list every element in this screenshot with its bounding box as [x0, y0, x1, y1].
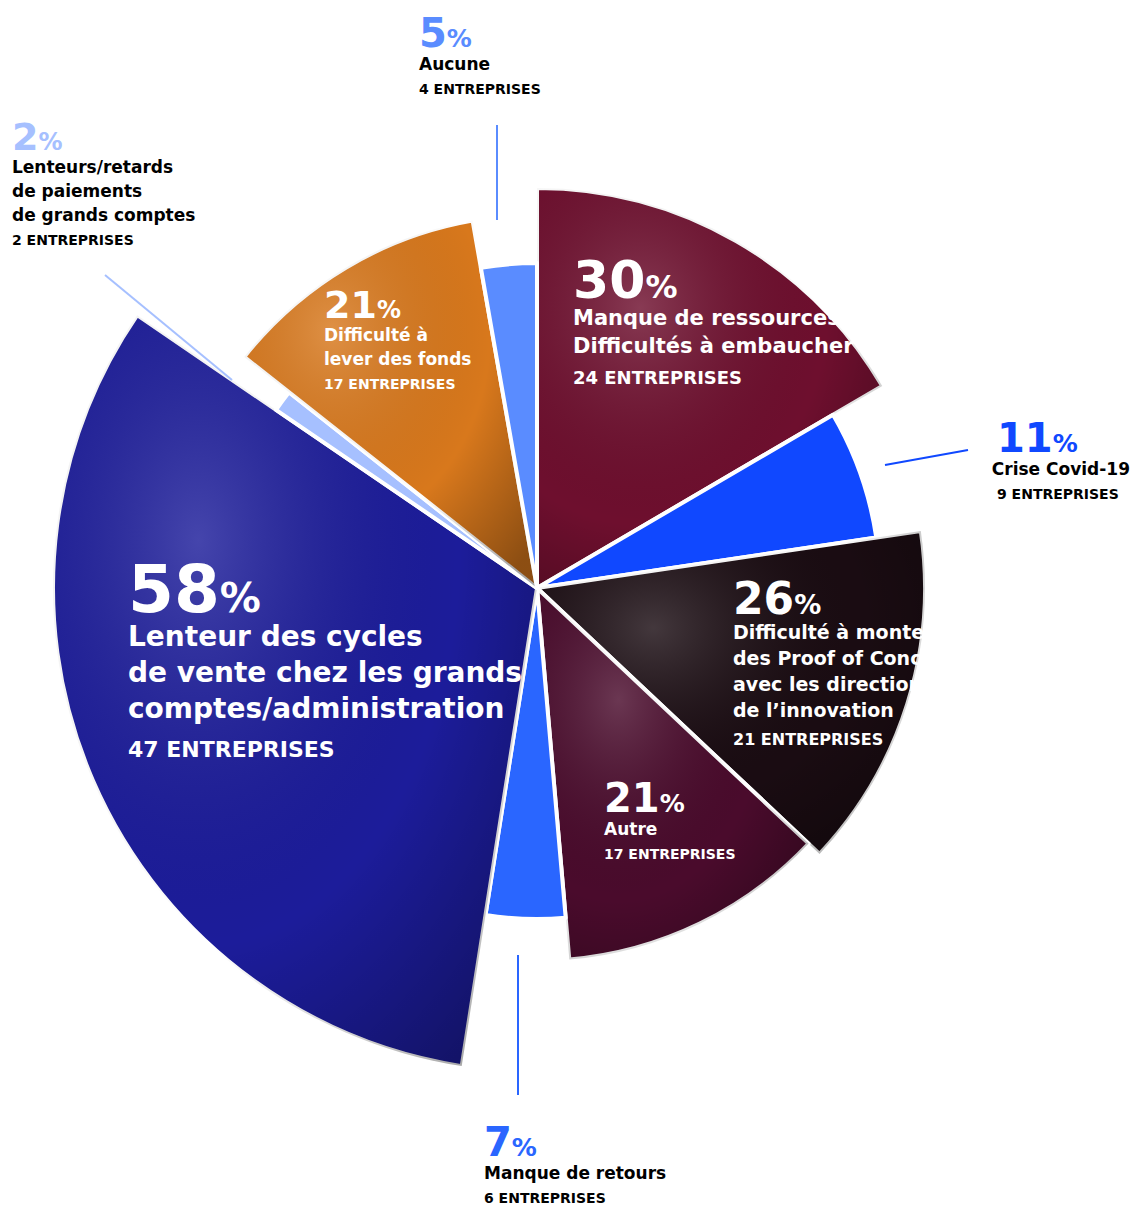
slice-shading	[537, 588, 809, 960]
count-label: 21 ENTREPRISES	[733, 730, 883, 749]
value-label: 21%	[324, 283, 401, 327]
chart: 30%Manque de ressourcesDifficultés à emb…	[0, 0, 1134, 1209]
category-label: Crise Covid-19	[992, 459, 1130, 479]
value-label: 21%	[604, 775, 685, 821]
slice	[537, 588, 809, 960]
category-label: Manque de ressourcesDifficultés à embauc…	[573, 306, 854, 358]
slice	[537, 188, 882, 588]
slice-shading	[537, 188, 882, 588]
value-label: 5%	[419, 10, 472, 56]
category-label: Difficulté àlever des fonds	[324, 325, 471, 369]
count-label: 4 ENTREPRISES	[419, 81, 541, 97]
category-label: Difficulté à monterdes Proof of Concepta…	[733, 621, 957, 721]
count-label: 24 ENTREPRISES	[573, 367, 742, 388]
value-label: 26%	[733, 573, 821, 624]
leader-line	[885, 450, 968, 465]
slice-shading	[244, 221, 537, 588]
leader-line	[517, 955, 519, 1095]
count-label: 6 ENTREPRISES	[484, 1190, 606, 1206]
count-label: 9 ENTREPRISES	[997, 486, 1119, 502]
slice	[244, 221, 537, 588]
count-label: 47 ENTREPRISES	[128, 737, 335, 762]
value-label: 30%	[573, 250, 677, 310]
value-label: 7%	[484, 1119, 537, 1165]
category-label: Aucune	[419, 54, 490, 74]
count-label: 2 ENTREPRISES	[12, 232, 134, 248]
count-label: 17 ENTREPRISES	[324, 376, 456, 392]
category-label: Autre	[604, 819, 657, 839]
category-label: Lenteurs/retardsde paiementsde grands co…	[12, 157, 195, 225]
value-label: 58%	[128, 551, 261, 628]
leader-line	[496, 125, 498, 220]
count-label: 17 ENTREPRISES	[604, 846, 736, 862]
slice	[481, 263, 537, 588]
value-label: 11%	[997, 415, 1078, 461]
value-label: 2%	[12, 115, 63, 159]
category-label: Manque de retours	[484, 1163, 666, 1183]
labels: 30%Manque de ressourcesDifficultés à emb…	[12, 10, 1130, 1206]
leader-line	[105, 275, 232, 380]
category-label: Lenteur des cyclesde vente chez les gran…	[128, 620, 522, 725]
leader-lines	[105, 125, 968, 1095]
